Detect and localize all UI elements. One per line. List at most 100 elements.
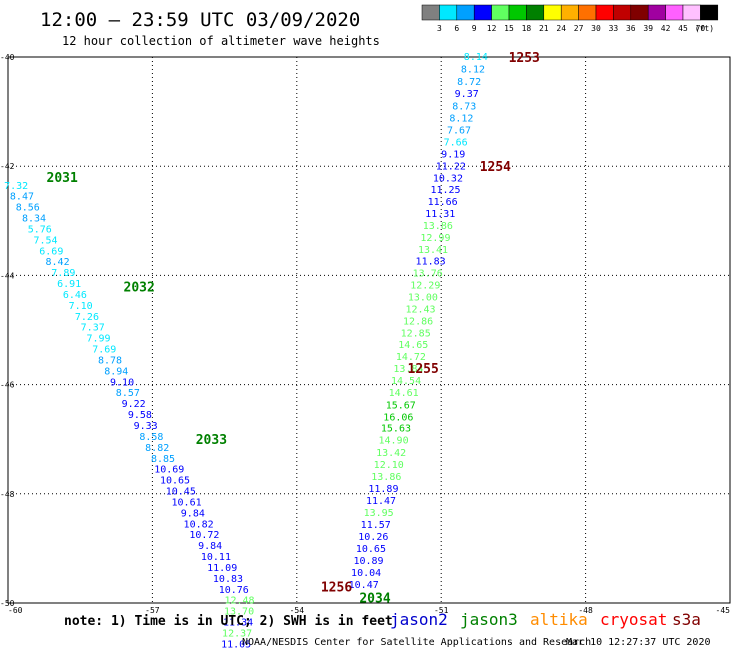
wave-height-value: 12.99 bbox=[420, 233, 450, 244]
lat-tick-label: -42 bbox=[0, 162, 15, 171]
latitude-axis: -40 -42 -44 -46 -48 -50 bbox=[0, 53, 15, 608]
wave-height-value: 11.09 bbox=[207, 563, 237, 574]
wave-height-value: 10.89 bbox=[353, 556, 383, 567]
colorbar-label: 36 bbox=[626, 24, 636, 33]
wave-height-value: 7.99 bbox=[86, 334, 110, 345]
colorbar-label: 9 bbox=[472, 24, 477, 33]
colorbar-swatch bbox=[456, 4, 475, 21]
wave-height-value: 8.42 bbox=[46, 257, 70, 268]
wave-height-value: 10.76 bbox=[219, 585, 249, 596]
colorbar-label: 27 bbox=[574, 24, 584, 33]
wave-height-value: 8.12 bbox=[449, 114, 473, 125]
colorbar-swatch bbox=[560, 4, 579, 21]
wave-height-value: 7.54 bbox=[33, 235, 57, 246]
wave-height-value: 10.69 bbox=[154, 465, 184, 476]
wave-height-value: 14.61 bbox=[389, 388, 419, 399]
wave-height-value: 7.37 bbox=[81, 323, 105, 334]
track-label: 2033 bbox=[196, 433, 227, 448]
colorbar-swatch bbox=[630, 4, 649, 21]
colorbar-swatch bbox=[647, 4, 666, 21]
map-border bbox=[7, 56, 731, 604]
wave-height-value: 13.41 bbox=[418, 245, 448, 256]
colorbar-swatch bbox=[682, 4, 701, 21]
wave-height-value: 11.05 bbox=[221, 639, 251, 650]
colorbar-swatch bbox=[595, 4, 614, 21]
wave-height-value: 8.73 bbox=[452, 102, 476, 113]
track-labels: 1253 1254 1255 1256 2031 2032 2033 2034 bbox=[47, 51, 540, 607]
wave-height-value: 9.33 bbox=[134, 421, 158, 432]
lon-tick-label: -60 bbox=[8, 606, 23, 615]
colorbar-label: 18 bbox=[522, 24, 532, 33]
lat-lon-grid bbox=[8, 57, 730, 603]
colorbar-swatch bbox=[578, 4, 597, 21]
lon-tick-label: -45 bbox=[716, 606, 731, 615]
map-frame bbox=[7, 56, 731, 604]
wave-height-value: 11.66 bbox=[428, 197, 458, 208]
wave-height-value: 7.67 bbox=[447, 126, 471, 137]
colorbar-label: 3 bbox=[437, 24, 442, 33]
wave-height-value: 12.29 bbox=[410, 281, 440, 292]
lat-tick-label: -46 bbox=[0, 381, 15, 390]
wave-height-value: 11.47 bbox=[366, 496, 396, 507]
wave-height-value: 11.34 bbox=[223, 618, 253, 629]
track-label: 1256 bbox=[321, 581, 352, 596]
satellite-legend-jason2: jason2 bbox=[390, 610, 448, 629]
wave-height-value: 9.19 bbox=[441, 150, 465, 161]
lat-tick-label: -44 bbox=[0, 271, 15, 280]
wave-height-value: 10.32 bbox=[433, 174, 463, 185]
satellite-legend-cryosat: cryosat bbox=[600, 610, 667, 629]
wave-height-value: 9.37 bbox=[455, 89, 479, 100]
wave-height-value: 11.22 bbox=[436, 162, 466, 173]
wave-height-value: 6.91 bbox=[57, 279, 81, 290]
satellite-legend-s3a: s3a bbox=[672, 610, 701, 629]
lon-tick-label: -54 bbox=[290, 606, 305, 615]
map-title: 12:00 — 23:59 UTC 03/09/2020 bbox=[40, 9, 360, 31]
lat-tick-label: -40 bbox=[0, 53, 15, 62]
colorbar-label: 30 bbox=[591, 24, 601, 33]
wave-height-value: 7.10 bbox=[69, 301, 93, 312]
wave-height-value: 12.37 bbox=[222, 628, 252, 639]
track-label: 2031 bbox=[47, 171, 78, 186]
wave-height-value: 8.78 bbox=[98, 355, 122, 366]
colorbar-label: 21 bbox=[539, 24, 549, 33]
colorbar-swatch bbox=[508, 4, 527, 21]
wave-height-value: 10.65 bbox=[160, 476, 190, 487]
wave-height-value: 10.65 bbox=[356, 544, 386, 555]
colorbar-label: 15 bbox=[504, 24, 514, 33]
wave-height-value: 7.32 bbox=[4, 181, 28, 192]
lat-tick-label: -48 bbox=[0, 490, 15, 499]
wave-height-value: 8.58 bbox=[139, 432, 163, 443]
wave-height-value: 9.84 bbox=[198, 541, 222, 552]
wave-height-value: 9.22 bbox=[122, 399, 146, 410]
wave-height-value: 12.10 bbox=[374, 460, 404, 471]
colorbar-swatch bbox=[526, 4, 545, 21]
wave-height-value: 10.04 bbox=[351, 568, 381, 579]
footer-timestamp: Mar 10 12:27:37 UTC 2020 bbox=[566, 637, 711, 648]
wave-height-value: 10.47 bbox=[349, 580, 379, 591]
wave-height-value: 9.10 bbox=[110, 377, 134, 388]
wave-height-value: 13.70 bbox=[224, 607, 254, 618]
wave-height-value: 6.46 bbox=[63, 290, 87, 301]
wave-height-value: 14.90 bbox=[378, 436, 408, 447]
colorbar-swatch bbox=[613, 4, 632, 21]
wave-height-value: 7.26 bbox=[75, 312, 99, 323]
track-label: 2034 bbox=[359, 592, 390, 607]
lon-tick-label: -57 bbox=[145, 606, 160, 615]
colorbar-label: 24 bbox=[556, 24, 566, 33]
wave-height-value: 7.89 bbox=[51, 268, 75, 279]
wave-height-value: 13.84 bbox=[393, 364, 423, 375]
colorbar-label: 39 bbox=[643, 24, 653, 33]
wave-height-value: 13.86 bbox=[423, 221, 453, 232]
satellite-legend-jason3: jason3 bbox=[460, 610, 518, 629]
wave-height-value: 8.34 bbox=[22, 214, 46, 225]
wave-height-values: 8.148.128.729.378.738.127.677.669.1911.2… bbox=[4, 52, 488, 650]
wave-height-value: 11.83 bbox=[416, 257, 446, 268]
colorbar-swatch bbox=[665, 4, 684, 21]
wave-height-value: 8.47 bbox=[10, 192, 34, 203]
wave-height-value: 6.69 bbox=[39, 246, 63, 257]
track-label: 1255 bbox=[408, 362, 439, 377]
wave-height-value: 8.82 bbox=[145, 443, 169, 454]
wave-height-value: 13.95 bbox=[364, 508, 394, 519]
wave-height-value: 8.12 bbox=[461, 64, 485, 75]
colorbar-label: 12 bbox=[487, 24, 497, 33]
